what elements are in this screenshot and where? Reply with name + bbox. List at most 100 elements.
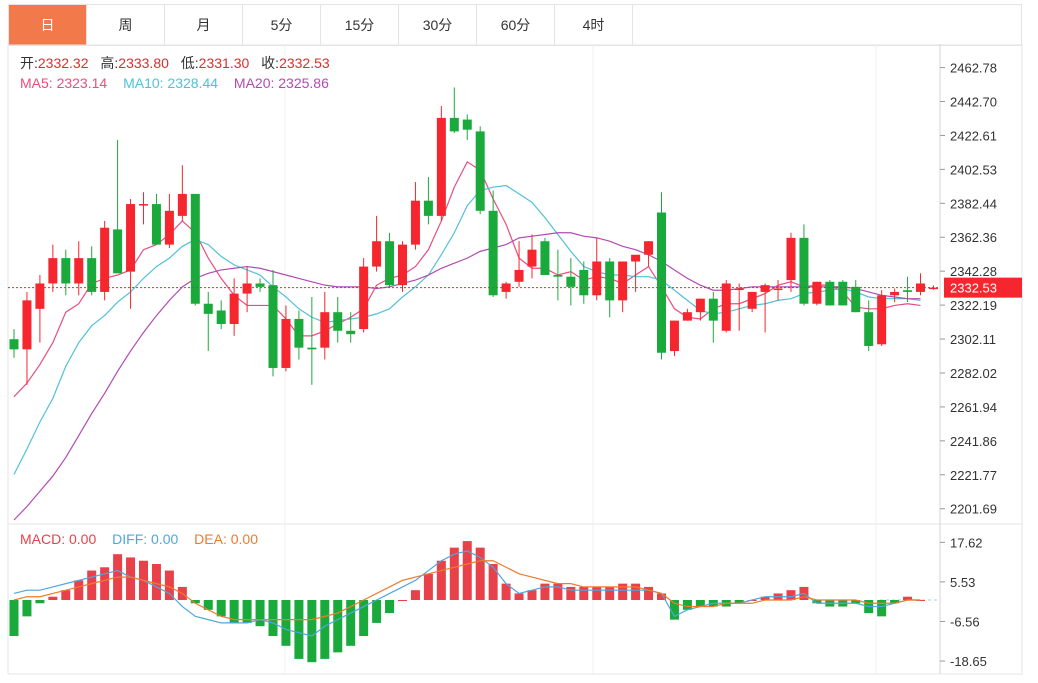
- price-tick-label: 2302.11: [950, 332, 996, 347]
- tab-2[interactable]: 月: [165, 5, 243, 45]
- candle-body: [48, 258, 58, 284]
- dea-legend: DEA: 0.00: [194, 531, 258, 547]
- candle: [74, 241, 84, 296]
- candle: [385, 232, 395, 287]
- price-tick-label: 2241.86: [950, 434, 997, 449]
- price-tick-label: 2442.70: [950, 95, 997, 110]
- candle-body: [462, 119, 472, 130]
- ma20-legend: MA20: 2325.86: [234, 75, 329, 91]
- candle-body: [488, 210, 498, 296]
- candle-body: [890, 291, 900, 296]
- macd-bar: [294, 600, 304, 659]
- price-tick-label: 2221.77: [950, 468, 997, 483]
- candle-body: [151, 204, 161, 245]
- macd-bar: [398, 600, 407, 601]
- macd-bar: [190, 600, 200, 604]
- candle: [708, 291, 718, 343]
- open-value: 2332.32: [38, 55, 89, 71]
- candle: [436, 106, 446, 221]
- ma5-legend: MA5: 2323.14: [20, 75, 107, 91]
- macd-bar: [475, 547, 485, 600]
- macd-bar: [657, 593, 666, 600]
- candle-body: [682, 312, 692, 321]
- macd-bar: [268, 600, 278, 636]
- macd-legend: MACD: 0.00: [20, 531, 96, 547]
- candle: [773, 280, 783, 301]
- candle-body: [579, 269, 589, 296]
- candles: [9, 87, 938, 385]
- macd-panel-frame: [7, 523, 1023, 675]
- macd-bar: [100, 567, 110, 600]
- candle: [100, 220, 110, 301]
- candle-body: [164, 210, 174, 245]
- candle-body: [786, 237, 796, 281]
- tab-6[interactable]: 60分: [477, 5, 555, 45]
- ma5-line: [13, 160, 921, 398]
- candle-body: [734, 288, 744, 291]
- macd-bar: [410, 590, 420, 600]
- macd-info-line: MACD: 0.00 DIFF: 0.00 DEA: 0.00: [20, 531, 258, 547]
- candle: [87, 246, 97, 296]
- candle: [242, 266, 252, 313]
- candle-body: [566, 276, 576, 287]
- tab-4[interactable]: 15分: [321, 5, 399, 45]
- candle-body: [527, 249, 537, 267]
- macd-bar: [255, 600, 265, 627]
- candle: [916, 273, 925, 296]
- tab-1[interactable]: 周: [87, 5, 165, 45]
- candle: [644, 241, 654, 267]
- low-label: 低:: [181, 55, 199, 71]
- candle: [579, 261, 589, 304]
- tab-7[interactable]: 4时: [555, 5, 633, 45]
- candle: [890, 288, 900, 303]
- candle: [333, 296, 343, 343]
- candle-body: [410, 200, 420, 245]
- candle: [281, 305, 291, 372]
- candle: [190, 193, 200, 306]
- tab-5[interactable]: 30分: [399, 5, 477, 45]
- grid: [284, 44, 877, 674]
- candle: [359, 258, 369, 333]
- candle: [812, 281, 822, 306]
- open-label: 开:: [20, 55, 38, 71]
- chart-area: 2462.78 2442.70 2422.61 2402.53 2382.44 2362.…: [0, 43, 1038, 678]
- candle-body: [268, 285, 278, 368]
- tab-0[interactable]: 日: [9, 5, 87, 45]
- candle-body: [294, 318, 304, 348]
- candle: [48, 244, 58, 292]
- macd-lines: [13, 550, 921, 637]
- candle-body: [903, 290, 913, 292]
- candle-body: [9, 339, 19, 350]
- candle-body: [773, 288, 783, 291]
- macd-bar: [553, 583, 563, 600]
- candle: [294, 310, 304, 360]
- candle-body: [398, 244, 407, 286]
- candle: [151, 193, 161, 245]
- macd-bar: [164, 570, 174, 600]
- candle-body: [695, 298, 705, 313]
- candle: [320, 291, 330, 360]
- macd-bar: [734, 600, 744, 604]
- ma10-line: [13, 184, 921, 475]
- candle-body: [631, 254, 641, 262]
- macd-bar: [890, 600, 900, 604]
- candle: [721, 280, 731, 333]
- macd-bar: [605, 586, 615, 600]
- candle-body: [605, 261, 615, 301]
- ma-lines: [13, 160, 921, 521]
- candle-body: [644, 241, 654, 255]
- candle-body: [203, 303, 213, 314]
- candle: [747, 291, 757, 313]
- price-tick-label: 2322.19: [950, 298, 997, 313]
- candle-body: [229, 293, 239, 325]
- candle-body: [799, 237, 809, 304]
- candle: [488, 190, 498, 297]
- candle: [566, 258, 576, 306]
- ohlc-info-line: 开:2332.32 高:2333.80 低:2331.30 收:2332.53: [20, 55, 330, 71]
- tab-3[interactable]: 5分: [243, 5, 321, 45]
- candle-body: [359, 266, 369, 330]
- candle: [126, 198, 136, 309]
- candle: [9, 329, 19, 358]
- price-tick-label: 2362.36: [950, 230, 997, 245]
- macd-bar: [514, 593, 524, 600]
